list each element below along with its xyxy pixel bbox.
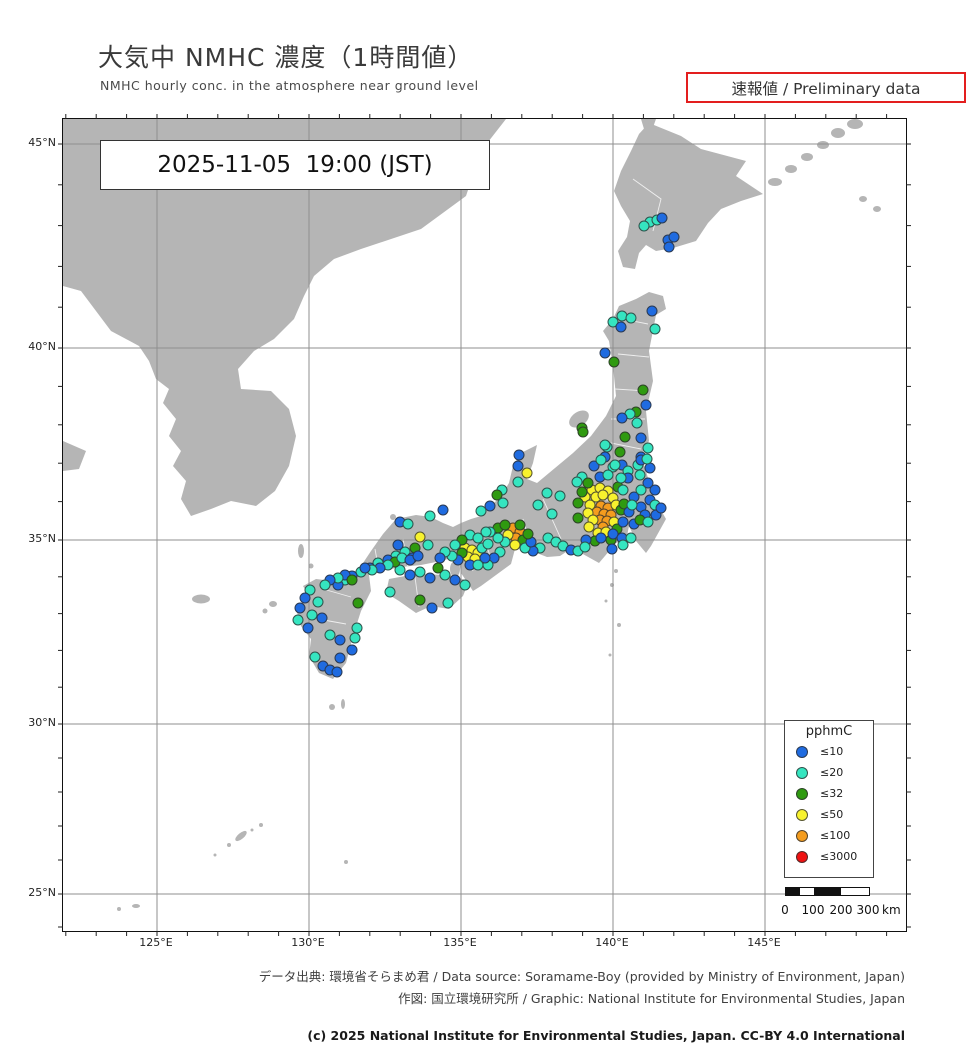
graphic-attribution: 作図: 国立環境研究所 / Graphic: National Institut… [398,991,905,1006]
lat-tick-label: 25°N [28,886,56,899]
oki-island [390,514,396,520]
legend-color-dot [796,745,808,758]
legend-color-dot [796,850,808,863]
iki-island [308,563,314,569]
izu-island [608,653,612,657]
lon-tick-label: 135°E [443,936,477,949]
legend-row: ≤10 [785,741,873,762]
tsushima-island [298,544,304,558]
lat-tick-label: 30°N [28,716,56,729]
ryukyu-island [259,823,263,827]
shandong-blob [63,441,86,471]
page-subtitle: NMHC hourly conc. in the atmosphere near… [100,78,479,93]
lon-tick-label: 140°E [595,936,629,949]
legend-color-dot [796,829,808,842]
legend-item-label: ≤3000 [820,850,858,863]
lon-tick-label: 145°E [747,936,781,949]
scale-bar-tick-label: 0 [781,903,789,917]
ryukyu-island [227,843,231,847]
izu-island [614,569,618,573]
yaeyama-island [132,904,140,908]
scale-bar-unit: km [882,903,901,917]
continent-landmass [63,119,506,516]
kuril-island [873,206,881,212]
scale-bar-segment [841,888,869,895]
izu-island [617,623,621,627]
shikoku [386,574,469,613]
jeju-island [192,594,210,604]
lat-tick-label: 45°N [28,136,56,149]
scale-bar: 0 100 200 300 km [781,887,905,923]
goto-island [262,608,268,614]
legend-row: ≤100 [785,825,873,846]
scale-bar-segment [786,888,800,895]
legend-rows: ≤10 ≤20 ≤32 ≤50 ≤100 ≤3000 [785,741,873,867]
preliminary-data-badge: 速報値 / Preliminary data [686,72,966,103]
legend-item-label: ≤100 [820,829,851,842]
goto-island [269,601,277,607]
legend-color-dot [796,787,808,800]
legend-row: ≤3000 [785,846,873,867]
kuril-island [801,153,813,161]
map-canvas [58,114,911,936]
sado-island [569,410,589,428]
scale-bar-graphic [785,887,870,896]
kuril-island [847,119,863,129]
kuril-island [785,165,797,173]
lon-tick-label: 130°E [291,936,325,949]
scale-bar-tick-label: 100 [801,903,825,917]
honshu [347,292,666,591]
lon-tick-label: 125°E [139,936,173,949]
legend: pphmC ≤10 ≤20 ≤32 ≤50 ≤100 ≤3000 [784,720,874,878]
lat-tick-label: 40°N [28,340,56,353]
tanegashima-island [341,699,345,709]
awaji-island [450,561,460,577]
hokkaido [614,123,763,269]
japan-map [58,114,911,936]
kuril-island [831,128,845,138]
legend-row: ≤32 [785,783,873,804]
copyright-license: (c) 2025 National Institute for Environm… [307,1028,905,1043]
legend-row: ≤50 [785,804,873,825]
axis-ticks-layer [58,114,911,936]
scale-bar-tick-label: 200 [829,903,853,917]
legend-title: pphmC [805,724,853,739]
legend-color-dot [796,808,808,821]
kuril-island [859,196,867,202]
page-title: 大気中 NMHC 濃度（1時間値） [98,43,474,72]
legend-item-label: ≤10 [820,745,844,758]
okinawa-island [235,830,247,842]
scale-bar-segment [814,888,841,895]
ryukyu-island [213,853,217,857]
legend-item-label: ≤20 [820,766,844,779]
scale-bar-segment [800,888,814,895]
miyako-island [117,907,121,911]
data-source-attribution: データ出典: 環境省そらまめ君 / Data source: Soramame-… [258,969,905,984]
legend-row: ≤20 [785,762,873,783]
timestamp-box: 2025-11-05 19:00 (JST) [100,140,490,190]
legend-color-dot [796,766,808,779]
legend-item-label: ≤50 [820,808,844,821]
amami-island [344,860,348,864]
lat-tick-label: 35°N [28,532,56,545]
scale-bar-tick-label: 300 [856,903,880,917]
landmass-layer [63,119,881,911]
yakushima-island [329,704,335,710]
izu-island [604,599,608,603]
kyushu [296,571,371,679]
legend-item-label: ≤32 [820,787,844,800]
kuril-island [768,178,782,186]
ryukyu-island [250,828,254,832]
kuril-island [817,141,829,149]
